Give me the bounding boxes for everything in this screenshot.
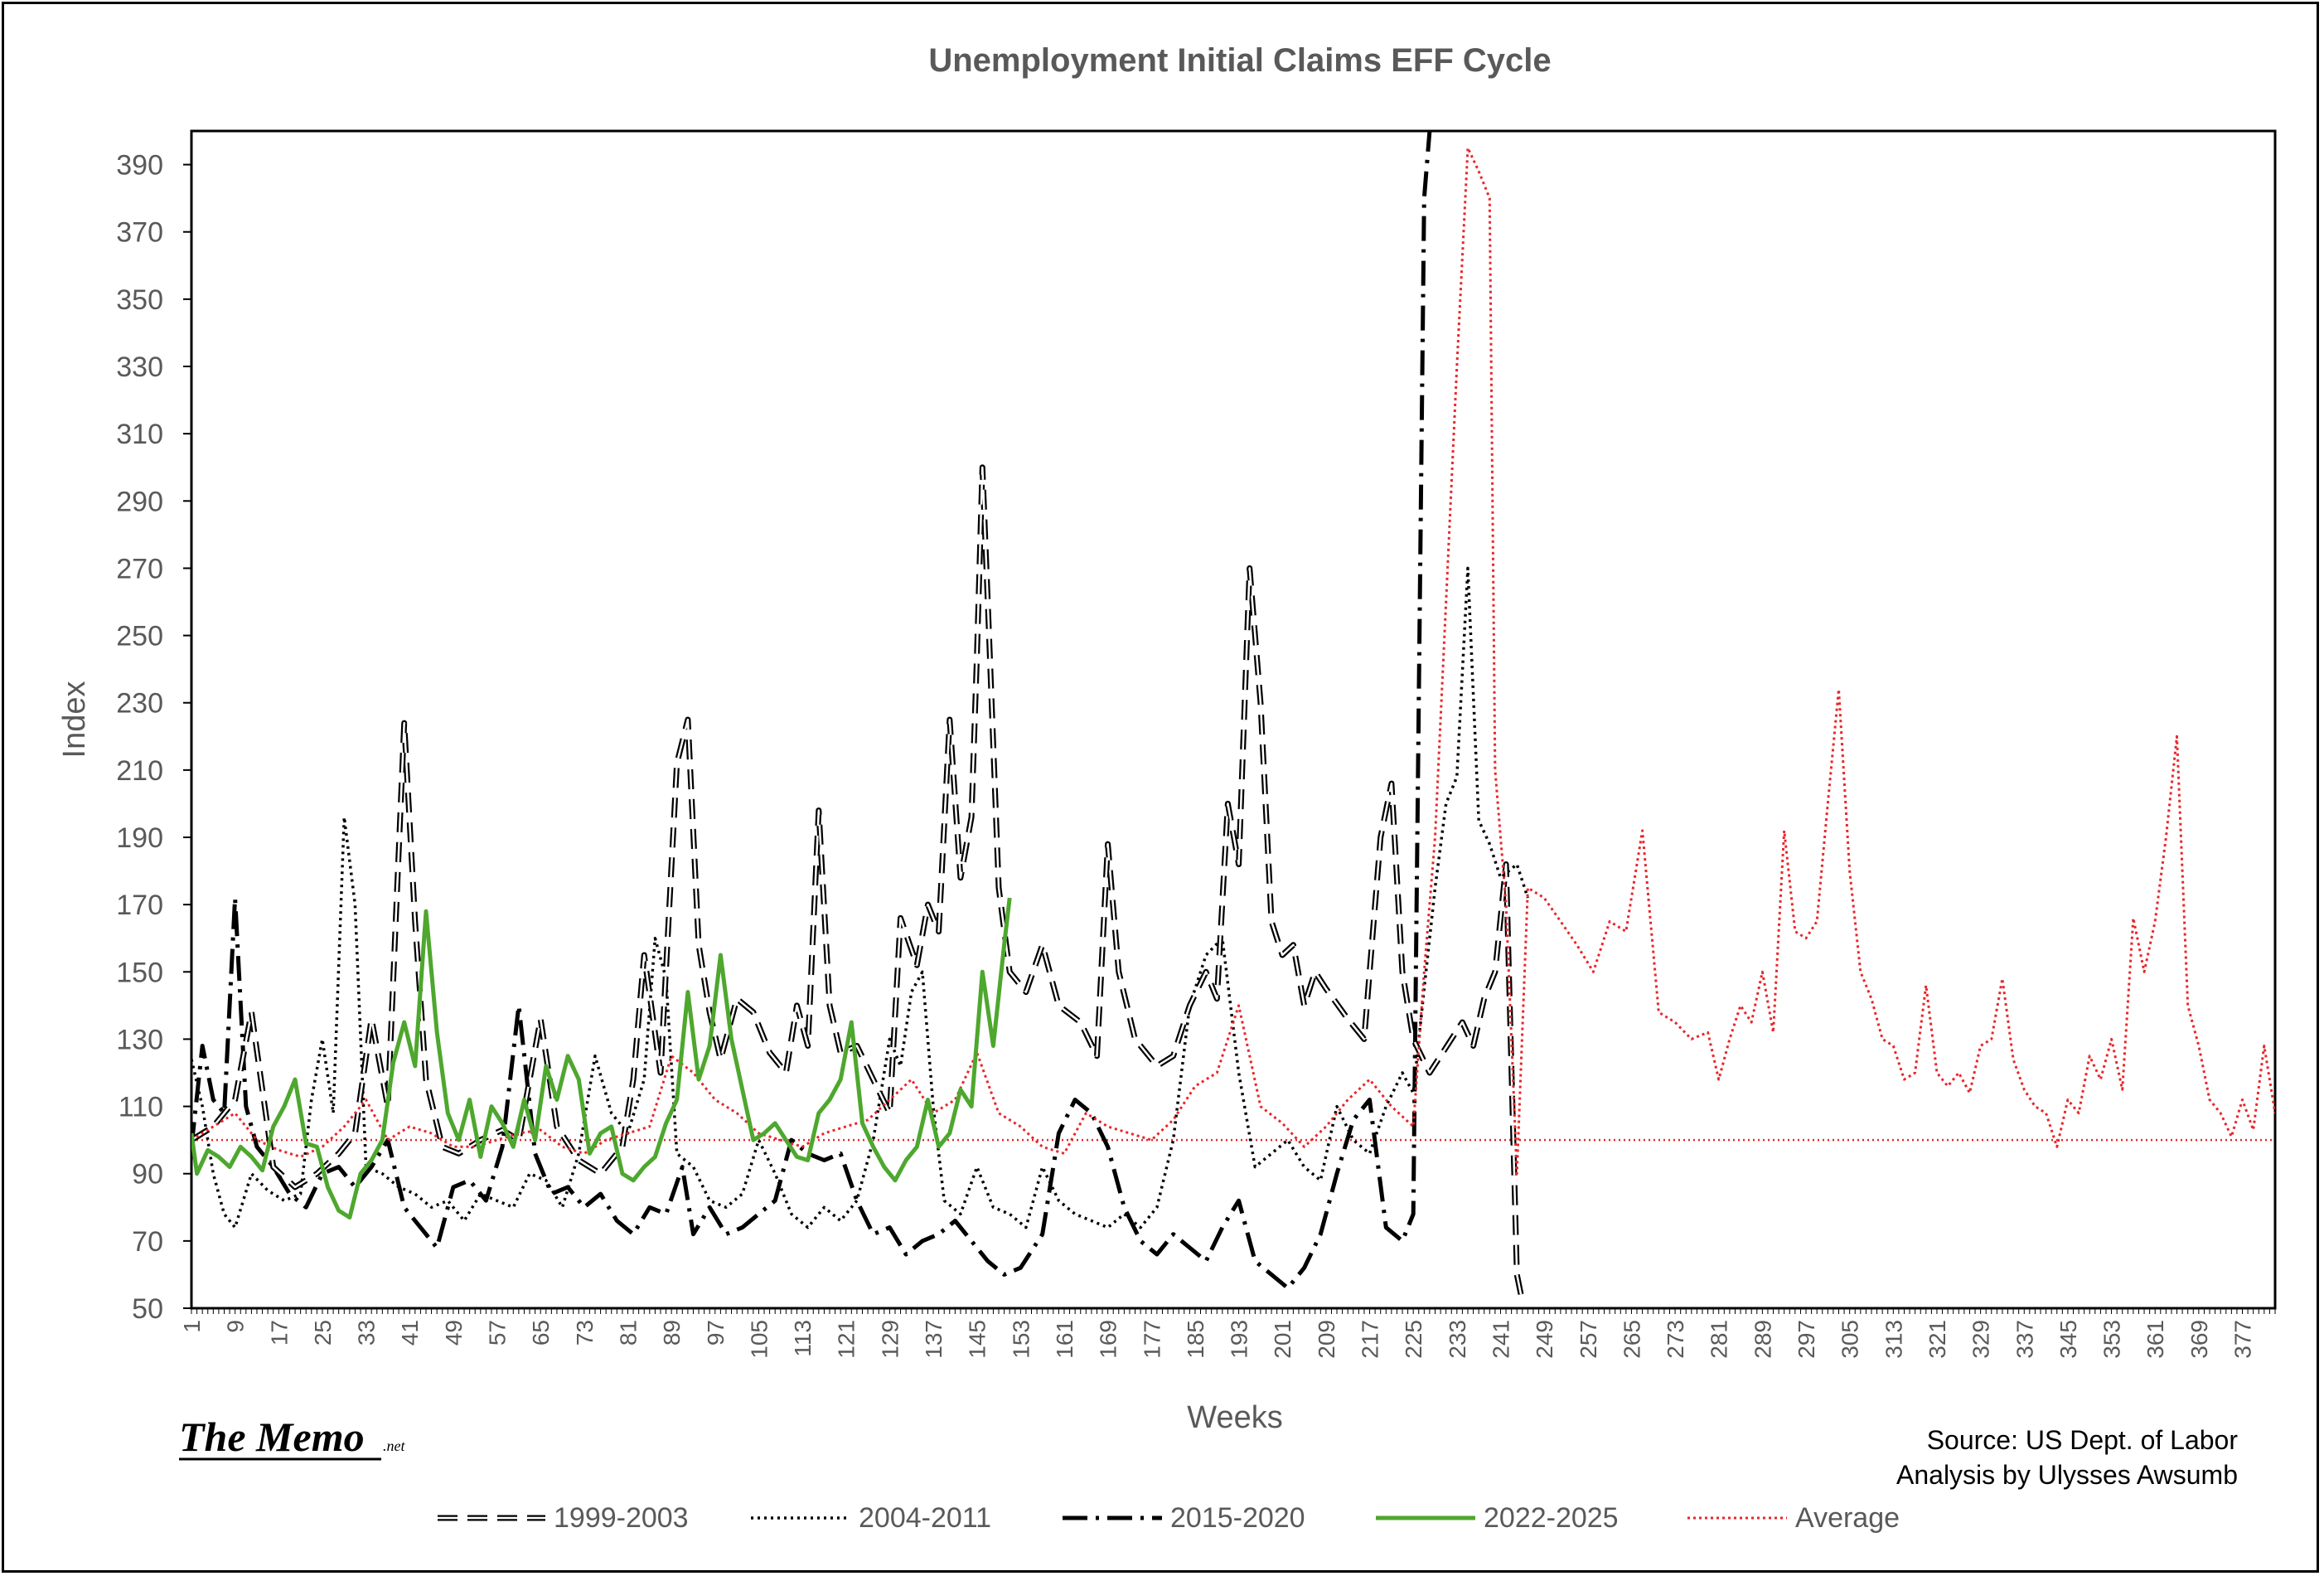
x-tick-label: 145: [965, 1320, 990, 1359]
y-axis: 50 70 90 110 130 150 170 190 210 230 250 270 290 310 3…: [116, 150, 191, 1325]
x-tick-label: 369: [2186, 1320, 2212, 1359]
x-tick-label: 305: [1837, 1320, 1863, 1359]
y-axis-label: Index: [57, 681, 92, 759]
legend-label: 2015-2020: [1170, 1502, 1305, 1534]
y-tick-label: 390: [116, 150, 163, 182]
legend-label: 2004-2011: [859, 1502, 991, 1534]
x-tick-label: 193: [1227, 1320, 1252, 1359]
legend-item: 2004-2011: [751, 1502, 991, 1534]
series-line: [191, 466, 1524, 1302]
y-tick-label: 290: [116, 486, 163, 517]
x-tick-label: 41: [397, 1320, 423, 1346]
x-tick-label: 201: [1270, 1320, 1295, 1359]
x-tick-label: 329: [1968, 1320, 1994, 1359]
series-line: [191, 131, 1432, 1291]
y-tick-label: 230: [116, 688, 163, 720]
x-tick-label: 73: [572, 1320, 598, 1346]
x-tick-label: 281: [1707, 1320, 1732, 1359]
y-tick-label: 250: [116, 621, 163, 652]
x-axis: 1 9 17 25 33 41 49 57 65 73 81 89 97 105 113 121 129 137 1…: [179, 1308, 2276, 1359]
y-tick-label: 190: [116, 822, 163, 854]
x-tick-label: 121: [834, 1320, 859, 1359]
legend-item: Average: [1687, 1502, 1900, 1534]
x-tick-label: 161: [1052, 1320, 1077, 1359]
y-tick-label: 210: [116, 755, 163, 787]
series-2015-2020: [191, 131, 1432, 1291]
y-tick-label: 310: [116, 419, 163, 450]
y-tick-label: 350: [116, 284, 163, 316]
x-tick-label: 313: [1881, 1320, 1906, 1359]
x-tick-label: 185: [1183, 1320, 1208, 1359]
x-tick-label: 241: [1488, 1320, 1513, 1359]
y-tick-label: 150: [116, 957, 163, 988]
x-tick-label: 345: [2055, 1320, 2081, 1359]
x-tick-label: 353: [2099, 1320, 2125, 1359]
x-tick-label: 17: [266, 1320, 292, 1346]
x-tick-label: 377: [2230, 1320, 2256, 1359]
y-tick-label: 110: [119, 1092, 163, 1123]
legend-label: Average: [1795, 1502, 1900, 1534]
source-line-1: Source: US Dept. of Labor: [1927, 1425, 2239, 1455]
x-tick-label: 177: [1139, 1320, 1164, 1359]
brand-logo: The Memo .net: [179, 1414, 405, 1461]
series-2022-2025: [191, 897, 1012, 1220]
x-tick-label: 337: [2012, 1320, 2037, 1359]
x-tick-label: 225: [1401, 1320, 1426, 1359]
series-line: [191, 897, 1012, 1220]
brand-name: The Memo: [179, 1414, 365, 1460]
legend-label: 2022-2025: [1484, 1502, 1619, 1534]
x-tick-label: 137: [921, 1320, 947, 1359]
y-tick-label: 270: [116, 553, 163, 584]
x-tick-label: 321: [1925, 1320, 1950, 1359]
x-tick-label: 129: [877, 1320, 903, 1359]
x-tick-label: 361: [2142, 1320, 2168, 1359]
legend-label: 1999-2003: [554, 1502, 689, 1534]
y-tick-label: 70: [132, 1226, 163, 1258]
legend-item: 2022-2025: [1376, 1502, 1619, 1534]
series-2004-2011: [191, 566, 1530, 1229]
x-tick-label: 217: [1358, 1320, 1383, 1359]
y-tick-label: 50: [132, 1293, 163, 1325]
x-tick-label: 33: [354, 1320, 380, 1346]
y-tick-label: 170: [116, 890, 163, 921]
x-tick-label: 81: [615, 1320, 641, 1346]
x-tick-label: 105: [746, 1320, 772, 1359]
source-line-2: Analysis by Ulysses Awsumb: [1896, 1460, 2238, 1490]
series-1999-2003: [191, 464, 1526, 1302]
x-tick-label: 289: [1750, 1320, 1775, 1359]
x-tick-label: 249: [1532, 1320, 1557, 1359]
x-tick-label: 169: [1096, 1320, 1121, 1359]
legend: 1999-2003 2004-2011 2015-2020 2022-2025 Aver…: [438, 1502, 1900, 1534]
x-tick-label: 65: [528, 1320, 554, 1346]
x-tick-label: 57: [485, 1320, 511, 1346]
brand-suffix: .net: [383, 1438, 405, 1454]
x-tick-label: 209: [1314, 1320, 1339, 1359]
x-axis-label: Weeks: [1187, 1400, 1282, 1435]
x-tick-label: 89: [659, 1320, 685, 1346]
legend-item: 1999-2003: [438, 1502, 689, 1534]
x-tick-label: 9: [223, 1320, 249, 1333]
series-layer: [191, 131, 2275, 1302]
x-tick-label: 49: [441, 1320, 467, 1346]
x-tick-label: 113: [790, 1320, 816, 1357]
x-tick-label: 273: [1663, 1320, 1688, 1359]
series-line: [191, 566, 1530, 1229]
x-tick-label: 233: [1445, 1320, 1470, 1359]
chart-title: Unemployment Initial Claims EFF Cycle: [928, 42, 1551, 79]
y-tick-label: 130: [116, 1024, 163, 1055]
y-tick-label: 370: [116, 217, 163, 249]
x-tick-label: 257: [1576, 1320, 1601, 1359]
x-tick-label: 25: [310, 1320, 336, 1346]
x-tick-label: 1: [179, 1320, 205, 1333]
x-tick-label: 265: [1619, 1320, 1644, 1359]
x-tick-label: 97: [703, 1320, 729, 1346]
y-tick-label: 330: [116, 352, 163, 383]
x-tick-label: 153: [1008, 1320, 1034, 1359]
y-tick-label: 90: [132, 1159, 163, 1190]
x-tick-label: 297: [1794, 1320, 1819, 1359]
legend-item: 2015-2020: [1063, 1502, 1305, 1534]
